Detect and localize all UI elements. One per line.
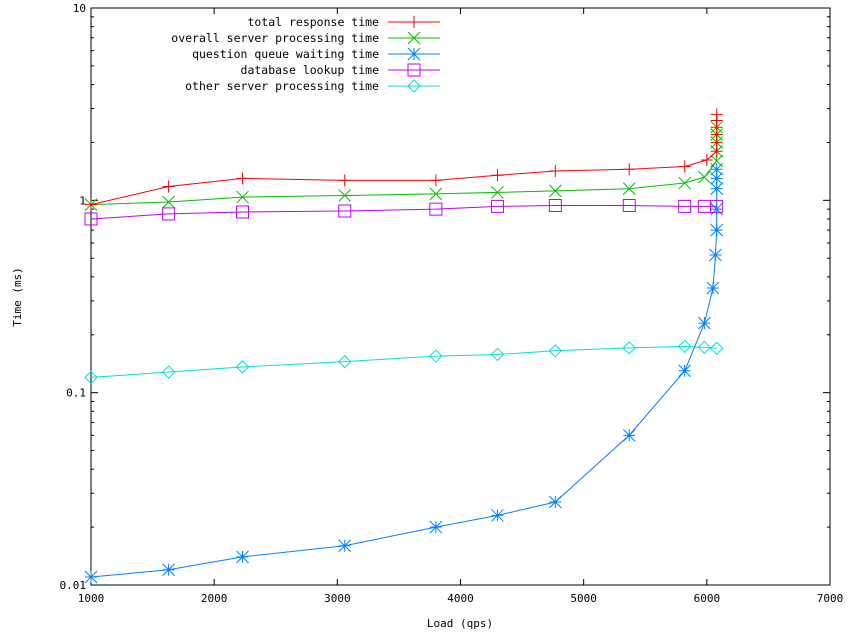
data-point-marker bbox=[549, 165, 562, 178]
data-point-marker bbox=[697, 340, 712, 355]
plot-frame bbox=[90, 7, 831, 586]
data-point-marker bbox=[548, 199, 562, 213]
data-point-marker bbox=[622, 182, 636, 196]
legend-label: database lookup time bbox=[241, 63, 380, 77]
data-point-marker bbox=[84, 212, 98, 226]
data-point-marker bbox=[710, 162, 724, 176]
y-axis-label: Time (ms) bbox=[11, 267, 24, 327]
data-point-marker bbox=[622, 199, 636, 213]
data-point-marker bbox=[710, 108, 723, 121]
data-point-marker bbox=[84, 570, 98, 584]
data-point-marker bbox=[710, 199, 724, 213]
legend-label: question queue waiting time bbox=[192, 47, 379, 61]
data-point-marker bbox=[710, 223, 724, 237]
series-overall-server-processing-time bbox=[84, 120, 724, 211]
data-point-marker bbox=[408, 16, 420, 28]
data-point-marker bbox=[709, 248, 722, 262]
data-point-marker bbox=[236, 172, 249, 185]
data-point-marker bbox=[491, 186, 504, 199]
data-point-marker bbox=[491, 169, 504, 182]
data-point-marker bbox=[622, 341, 636, 355]
data-point-marker bbox=[407, 31, 421, 45]
data-point-marker bbox=[338, 174, 351, 187]
data-point-marker bbox=[85, 198, 97, 211]
data-point-marker bbox=[710, 182, 724, 196]
data-point-marker bbox=[235, 360, 250, 374]
data-point-marker bbox=[623, 163, 636, 176]
data-point-marker bbox=[678, 160, 691, 173]
data-point-marker bbox=[429, 520, 443, 534]
y-tick-label: 0.1 bbox=[66, 387, 86, 400]
data-point-marker bbox=[338, 354, 352, 369]
series-question-queue-waiting-time bbox=[84, 162, 724, 584]
data-point-marker bbox=[490, 199, 504, 213]
series-line bbox=[90, 345, 717, 378]
data-point-marker bbox=[710, 154, 724, 168]
series-database-lookup-time bbox=[84, 199, 724, 226]
data-point-marker bbox=[678, 199, 692, 213]
data-point-marker bbox=[407, 47, 421, 61]
data-point-marker bbox=[698, 170, 711, 184]
x-tick-label: 5000 bbox=[570, 592, 597, 605]
data-point-marker bbox=[677, 339, 692, 354]
x-tick-label: 1000 bbox=[78, 592, 105, 605]
data-point-marker bbox=[162, 563, 175, 577]
data-point-marker bbox=[429, 187, 443, 201]
x-tick-label: 6000 bbox=[694, 592, 721, 605]
data-point-marker bbox=[407, 63, 421, 77]
x-axis-label: Load (qps) bbox=[427, 617, 493, 630]
series-layer bbox=[84, 108, 724, 584]
y-tick-label: 1 bbox=[79, 194, 86, 207]
data-point-marker bbox=[429, 174, 442, 187]
series-line bbox=[90, 169, 718, 578]
data-point-marker bbox=[162, 180, 175, 193]
legend-label: other server processing time bbox=[185, 79, 379, 93]
axis-ticks: 1000 2000 3000 4000 5000 6000 7000 10 1 0.1 0.01 bbox=[60, 2, 844, 605]
data-point-marker bbox=[710, 202, 724, 216]
data-point-marker bbox=[338, 189, 352, 202]
data-point-marker bbox=[709, 341, 724, 356]
legend: total response time overall server proces… bbox=[171, 15, 440, 93]
data-point-marker bbox=[490, 347, 505, 362]
series-other-server-processing-time bbox=[84, 339, 724, 385]
x-tick-label: 4000 bbox=[447, 592, 474, 605]
data-point-marker bbox=[710, 172, 724, 185]
legend-label: overall server processing time bbox=[171, 31, 379, 45]
data-point-marker bbox=[698, 316, 711, 330]
data-point-marker bbox=[429, 202, 443, 216]
data-point-marker bbox=[162, 207, 176, 221]
data-point-marker bbox=[84, 370, 98, 385]
data-point-marker bbox=[162, 195, 175, 209]
legend-label: total response time bbox=[247, 15, 379, 29]
data-point-marker bbox=[706, 281, 720, 295]
series-line bbox=[90, 127, 718, 206]
data-point-marker bbox=[548, 344, 563, 358]
data-point-marker bbox=[678, 364, 692, 378]
data-point-marker bbox=[161, 365, 176, 379]
data-point-marker bbox=[407, 79, 421, 93]
data-point-marker bbox=[548, 495, 562, 509]
series-total-response-time bbox=[85, 108, 723, 211]
data-point-marker bbox=[700, 154, 713, 167]
data-point-marker bbox=[678, 176, 692, 190]
data-point-marker bbox=[429, 349, 443, 363]
series-line bbox=[90, 114, 718, 206]
x-tick-label: 3000 bbox=[324, 592, 351, 605]
y-tick-label: 0.01 bbox=[60, 579, 87, 592]
y-tick-label: 10 bbox=[73, 2, 86, 15]
data-point-marker bbox=[491, 509, 504, 522]
data-point-marker bbox=[338, 204, 352, 218]
data-point-marker bbox=[622, 428, 636, 442]
data-point-marker bbox=[548, 184, 562, 198]
data-point-marker bbox=[338, 539, 352, 553]
series-line bbox=[90, 205, 717, 220]
data-point-marker bbox=[236, 190, 249, 204]
data-point-marker bbox=[235, 205, 249, 219]
data-point-marker bbox=[236, 550, 249, 564]
x-tick-label: 7000 bbox=[817, 592, 844, 605]
x-tick-label: 2000 bbox=[201, 592, 228, 605]
